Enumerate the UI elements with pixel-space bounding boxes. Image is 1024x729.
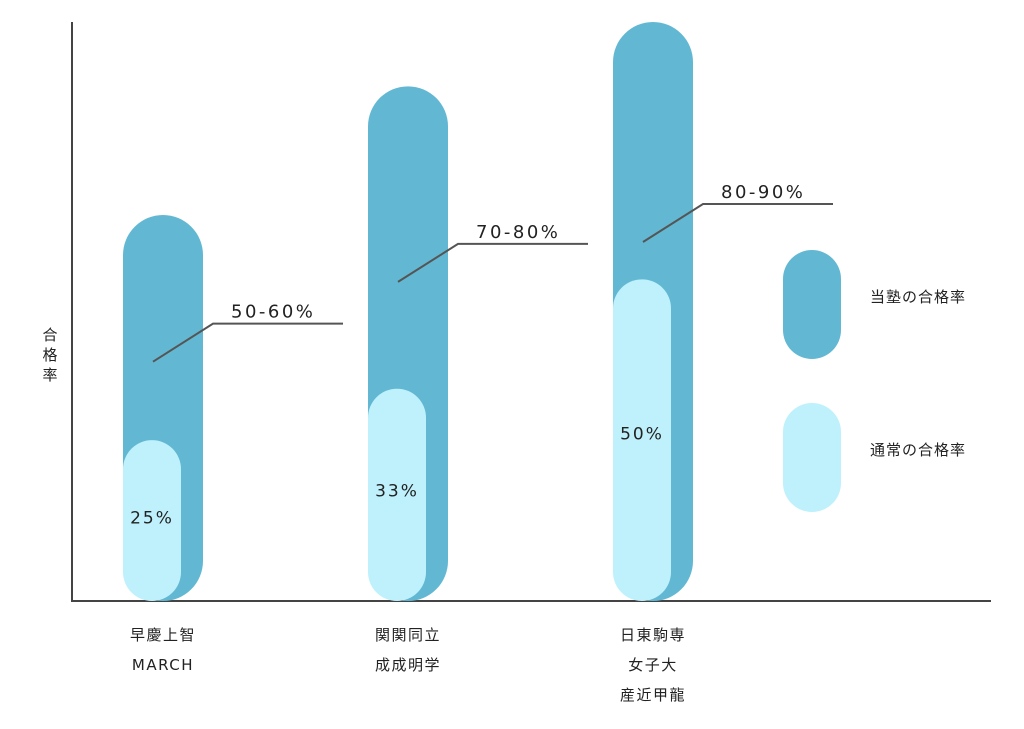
data-label-normal-1: 33% (375, 482, 419, 502)
data-label-normal-2: 50% (620, 425, 664, 445)
data-label-normal-0: 25% (130, 508, 174, 528)
leader-line-0 (152, 322, 343, 363)
leader-line-1 (397, 242, 588, 283)
x-tick-label-2: 日東駒専 (620, 626, 686, 644)
legend-label-1: 通常の合格率 (870, 441, 966, 459)
x-tick-label-2: 産近甲龍 (620, 686, 686, 704)
data-label-juku-2: 80-90% (721, 182, 805, 203)
x-tick-label-0: MARCH (132, 656, 194, 674)
bar-normal-1 (368, 388, 426, 601)
y-axis-label: 合格率 (42, 326, 57, 384)
data-label-juku-1: 70-80% (476, 222, 560, 243)
bar-normal-2 (613, 279, 671, 601)
leader-line-2 (642, 203, 833, 243)
x-tick-label-0: 早慶上智 (130, 626, 196, 644)
legend-swatch-1 (783, 403, 841, 512)
bar-normal-0 (123, 440, 181, 601)
legend-swatch-0 (783, 250, 841, 359)
x-tick-label-2: 女子大 (628, 656, 678, 674)
legend-label-0: 当塾の合格率 (870, 288, 966, 306)
x-tick-label-1: 成成明学 (375, 656, 441, 674)
x-tick-label-1: 関関同立 (375, 626, 441, 644)
data-label-juku-0: 50-60% (231, 302, 315, 323)
